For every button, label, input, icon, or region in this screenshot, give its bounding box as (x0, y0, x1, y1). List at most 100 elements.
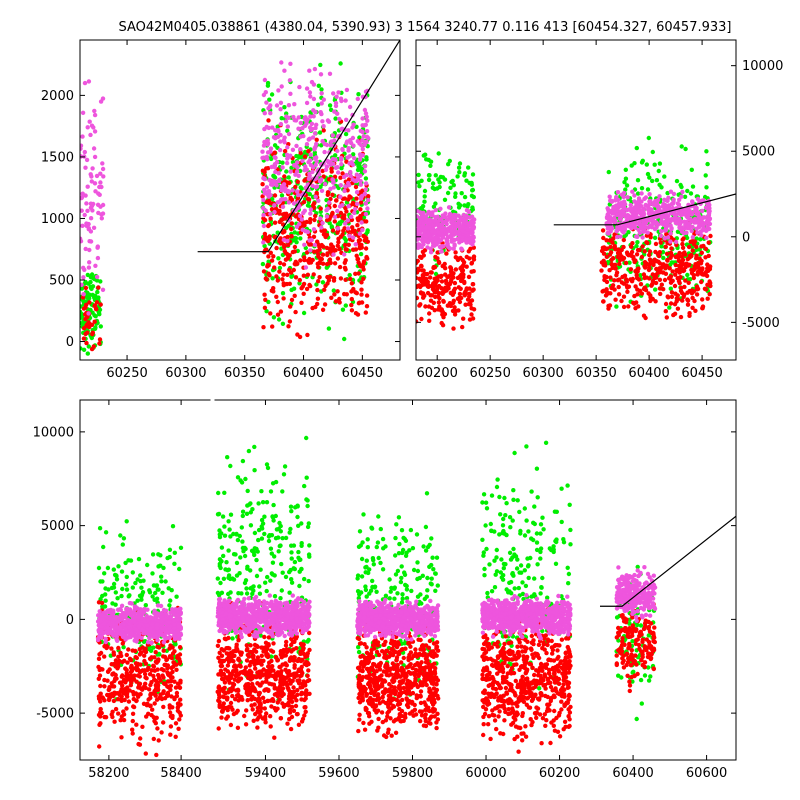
data-point-magenta (637, 219, 642, 224)
data-point-green (638, 677, 644, 683)
data-point-magenta (80, 146, 83, 151)
data-point-green (270, 276, 275, 281)
data-point-red (699, 279, 704, 285)
data-point-green (535, 495, 540, 500)
data-point-green (245, 488, 250, 494)
data-point-green (324, 265, 329, 270)
data-point-red (650, 272, 655, 277)
data-point-red (96, 285, 101, 290)
data-point-green (417, 184, 422, 189)
data-point-magenta (657, 194, 662, 199)
data-point-red (431, 300, 436, 305)
data-point-magenta (98, 99, 104, 104)
data-point-red (600, 228, 606, 233)
data-point-green (280, 160, 285, 165)
data-point-green (431, 567, 436, 572)
data-point-green (645, 171, 651, 177)
x-tick-label: 60450 (342, 366, 383, 381)
data-point-red (456, 308, 461, 313)
data-point-red (268, 216, 273, 221)
data-point-green (279, 193, 285, 198)
data-point-green (424, 491, 430, 496)
data-point-green (319, 143, 324, 148)
data-point-red (97, 341, 102, 346)
data-point-red (152, 668, 157, 673)
data-point-magenta (629, 226, 634, 231)
data-point-green (429, 576, 434, 581)
data-point-green (254, 557, 259, 563)
data-point-magenta (92, 108, 97, 114)
data-point-magenta (360, 146, 365, 152)
data-point-green (287, 530, 292, 535)
data-point-magenta (344, 87, 350, 93)
data-point-green (269, 533, 275, 538)
data-point-red (697, 256, 702, 261)
data-point-red (642, 249, 647, 254)
data-point-red (277, 269, 282, 274)
data-point-green (364, 155, 369, 160)
data-point-magenta (423, 233, 428, 238)
data-point-magenta (308, 211, 313, 216)
data-point-green (363, 587, 369, 593)
data-point-magenta (99, 212, 104, 217)
data-point-red (674, 268, 680, 274)
data-point-red (330, 228, 336, 233)
data-point-red (121, 717, 127, 723)
data-point-green (126, 558, 131, 563)
data-point-red (464, 264, 469, 269)
data-point-magenta (288, 153, 293, 158)
data-point-red (623, 260, 629, 266)
data-point-red (443, 278, 449, 284)
data-point-magenta (345, 226, 351, 231)
data-point-red (683, 278, 688, 283)
data-point-red (336, 239, 341, 245)
data-point-red (144, 703, 150, 708)
data-point-red (110, 672, 115, 677)
data-point-green (422, 596, 427, 602)
data-point-magenta (679, 212, 684, 218)
data-point-green (114, 577, 120, 582)
data-point-red (109, 646, 114, 651)
data-point-red (127, 677, 132, 682)
data-point-red (427, 318, 432, 323)
data-point-magenta (668, 189, 674, 194)
data-point-green (624, 183, 630, 188)
data-point-red (660, 262, 665, 267)
data-point-red (98, 710, 103, 715)
data-point-red (418, 284, 423, 290)
data-point-magenta (616, 203, 621, 209)
data-point-green (151, 645, 156, 650)
fit-line (553, 193, 736, 226)
data-point-magenta (261, 92, 267, 98)
data-point-red (668, 301, 674, 306)
data-point-red (437, 304, 442, 309)
data-point-green (306, 552, 312, 557)
data-point-magenta (433, 207, 438, 213)
data-point-green (226, 591, 231, 597)
data-point-red (332, 261, 338, 266)
data-point-magenta (283, 119, 289, 124)
data-point-magenta (296, 126, 301, 131)
data-point-red (321, 128, 326, 133)
data-point-green (265, 574, 270, 580)
data-point-red (663, 301, 669, 307)
data-point-red (653, 241, 659, 247)
data-point-green (263, 580, 268, 585)
data-point-green (304, 435, 309, 441)
data-point-red (450, 308, 456, 314)
data-point-red (608, 244, 613, 250)
data-point-green (470, 172, 476, 177)
data-point-magenta (284, 114, 289, 119)
data-point-green (304, 497, 309, 502)
data-point-red (672, 283, 678, 289)
data-point-green (281, 472, 287, 477)
data-point-green (358, 251, 364, 257)
data-point-magenta (609, 208, 614, 214)
data-point-green (135, 577, 140, 582)
data-point-red (92, 319, 97, 324)
data-point-green (294, 153, 299, 159)
data-point-green (363, 176, 369, 181)
data-point-green (429, 562, 434, 568)
data-point-magenta (337, 116, 342, 122)
data-point-red (640, 244, 645, 249)
